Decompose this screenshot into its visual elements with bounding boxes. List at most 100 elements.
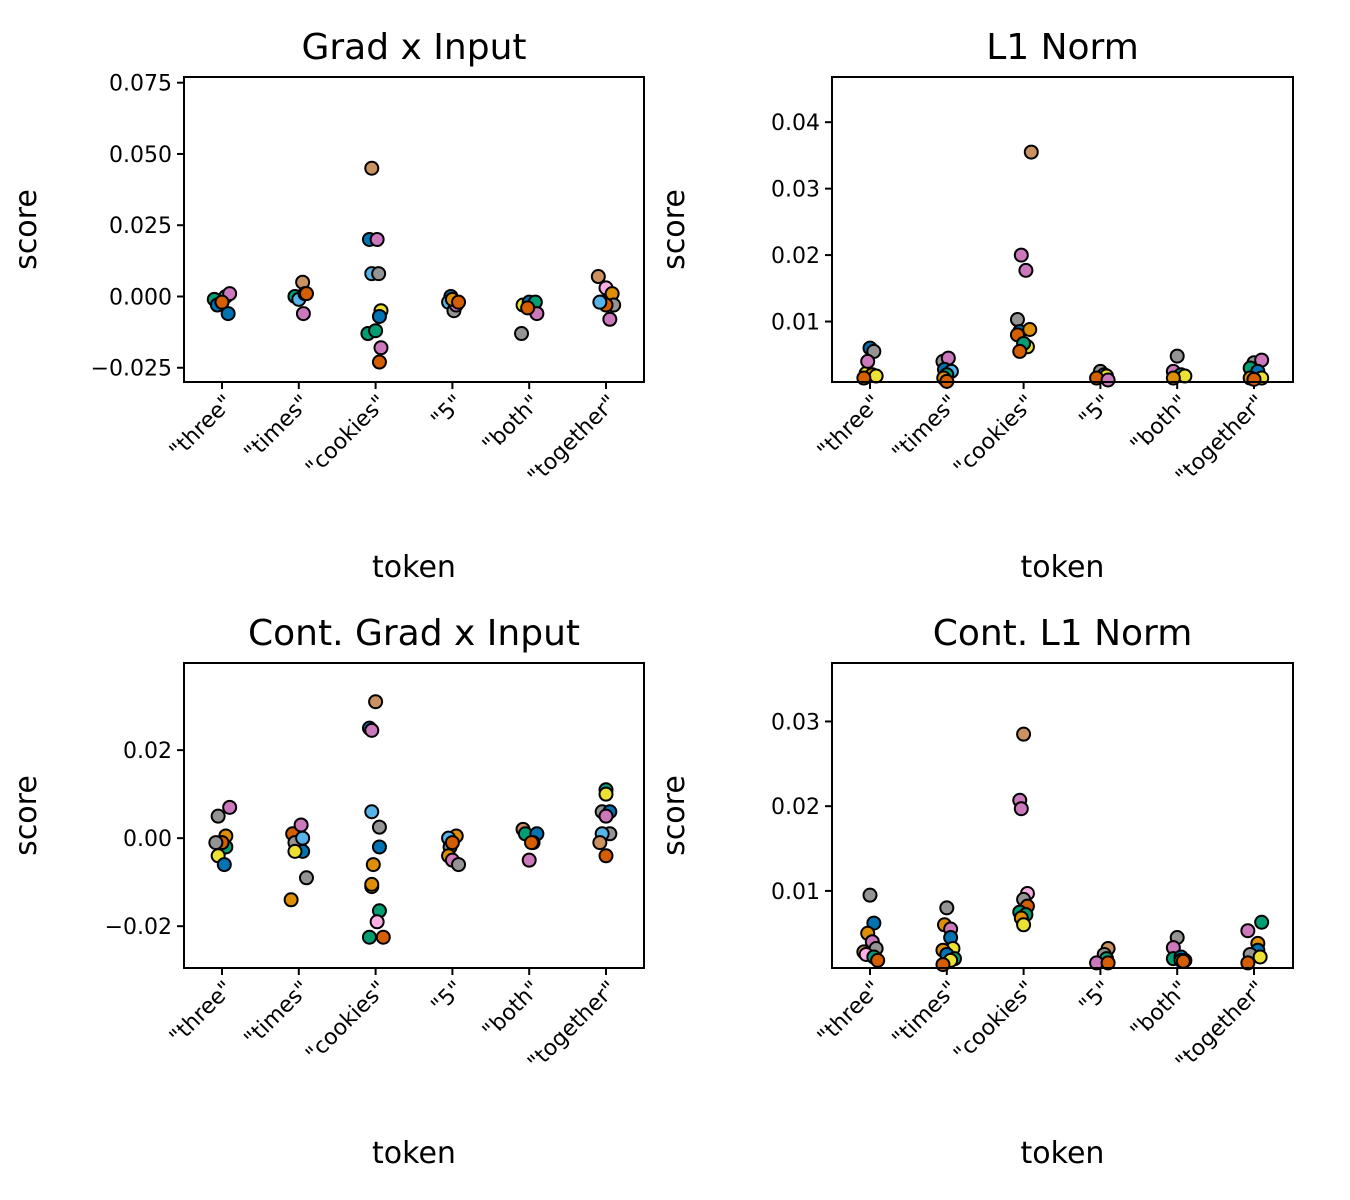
y-axis-label: score xyxy=(9,189,44,270)
data-point xyxy=(298,870,314,886)
y-axis-label: score xyxy=(9,775,44,856)
data-point xyxy=(1013,801,1029,817)
data-point xyxy=(371,839,387,855)
y-tick-label: −0.02 xyxy=(105,915,172,940)
chart-title: Cont. Grad x Input xyxy=(248,613,580,654)
data-point xyxy=(598,848,614,864)
data-point xyxy=(444,835,460,851)
y-axis-label: score xyxy=(657,189,692,270)
y-tick-label: 0.03 xyxy=(771,710,820,735)
data-point xyxy=(1254,914,1270,930)
data-point xyxy=(1009,312,1025,328)
data-point xyxy=(524,835,540,851)
data-point xyxy=(361,929,377,945)
data-point xyxy=(1016,726,1032,742)
data-point xyxy=(373,340,389,356)
data-point xyxy=(1252,949,1268,965)
x-axis-label: token xyxy=(372,550,456,585)
data-point xyxy=(364,722,380,738)
data-point xyxy=(1169,348,1185,364)
data-point xyxy=(520,300,536,316)
data-point xyxy=(1240,923,1256,939)
y-tick-label: 0.025 xyxy=(109,214,172,239)
data-point xyxy=(868,368,884,384)
axes-frame xyxy=(831,662,1294,969)
data-point xyxy=(283,892,299,908)
data-point xyxy=(860,353,876,369)
data-point xyxy=(368,694,384,710)
y-tick-label: 0.02 xyxy=(771,244,820,269)
y-tick-label: 0.075 xyxy=(109,72,172,97)
data-point xyxy=(939,900,955,916)
data-point xyxy=(369,231,385,247)
data-point xyxy=(293,817,309,833)
chart-title: L1 Norm xyxy=(986,27,1139,68)
data-point xyxy=(1023,144,1039,160)
data-point xyxy=(364,160,380,176)
y-tick-label: −0.025 xyxy=(91,357,172,382)
y-tick-label: 0.03 xyxy=(771,178,820,203)
data-point xyxy=(220,306,236,322)
data-point xyxy=(298,286,314,302)
data-point xyxy=(214,294,230,310)
data-point xyxy=(602,311,618,327)
data-point xyxy=(365,857,381,873)
data-point xyxy=(375,929,391,945)
axes-frame xyxy=(831,76,1294,383)
data-point xyxy=(371,266,387,282)
chart-title: Cont. L1 Norm xyxy=(933,613,1193,654)
data-point xyxy=(295,830,311,846)
x-axis-label: token xyxy=(1021,550,1105,585)
axes-frame xyxy=(183,662,645,969)
x-axis-label: token xyxy=(372,1136,456,1171)
x-axis-label: token xyxy=(1021,1136,1105,1171)
data-point xyxy=(1016,917,1032,933)
data-point xyxy=(592,835,608,851)
y-tick-label: 0.04 xyxy=(771,111,820,136)
data-point xyxy=(287,843,303,859)
data-point xyxy=(1012,343,1028,359)
data-point xyxy=(521,852,537,868)
data-point xyxy=(451,857,467,873)
data-point xyxy=(451,294,467,310)
data-point xyxy=(1018,262,1034,278)
data-point xyxy=(216,857,232,873)
y-axis-label: score xyxy=(657,775,692,856)
data-point xyxy=(1022,322,1038,338)
data-point xyxy=(364,876,380,892)
data-point xyxy=(371,308,387,324)
data-point xyxy=(598,808,614,824)
data-point xyxy=(1013,247,1029,263)
data-point xyxy=(369,914,385,930)
data-point xyxy=(514,326,530,342)
data-point xyxy=(364,804,380,820)
data-point xyxy=(1100,372,1116,388)
data-point xyxy=(870,952,886,968)
data-point xyxy=(1246,371,1262,387)
y-tick-label: 0.02 xyxy=(771,795,820,820)
y-tick-label: 0.000 xyxy=(109,285,172,310)
data-point xyxy=(935,957,951,973)
data-point xyxy=(1240,955,1256,971)
y-tick-label: 0.050 xyxy=(109,143,172,168)
data-point xyxy=(371,354,387,370)
data-point xyxy=(598,786,614,802)
data-point xyxy=(1175,953,1191,969)
data-point xyxy=(862,887,878,903)
data-point xyxy=(1100,955,1116,971)
data-point xyxy=(371,819,387,835)
y-tick-label: 0.00 xyxy=(123,827,172,852)
chart-title: Grad x Input xyxy=(301,27,526,68)
data-point xyxy=(210,808,226,824)
data-point xyxy=(208,835,224,851)
data-point xyxy=(295,306,311,322)
y-tick-label: 0.01 xyxy=(771,880,820,905)
data-point xyxy=(592,294,608,310)
data-point xyxy=(222,799,238,815)
y-tick-label: 0.02 xyxy=(123,739,172,764)
data-point xyxy=(368,323,384,339)
axes-frame xyxy=(183,76,645,383)
data-point xyxy=(590,269,606,285)
